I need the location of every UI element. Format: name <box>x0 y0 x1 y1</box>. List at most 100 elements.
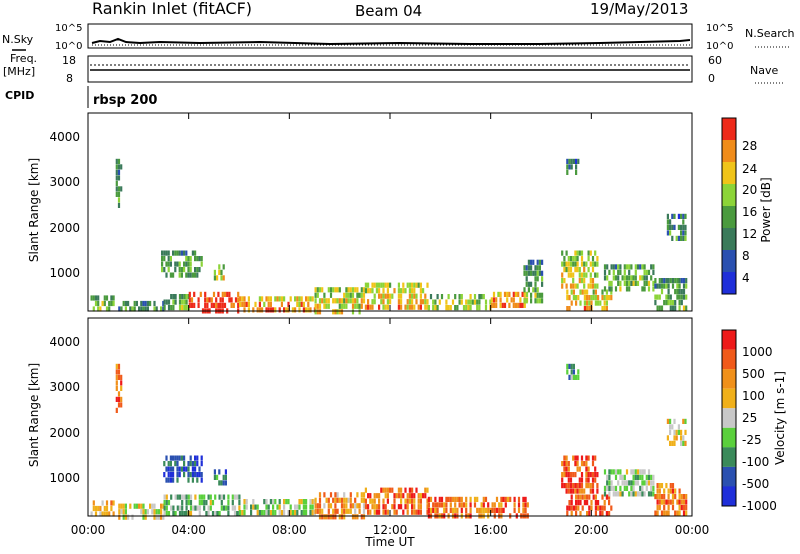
heatmap-cell <box>300 296 303 302</box>
heatmap-cell <box>323 303 326 309</box>
heatmap-cell <box>185 299 188 305</box>
heatmap-cell <box>389 487 392 493</box>
heatmap-cell <box>192 505 195 511</box>
heatmap-cell <box>197 297 200 303</box>
heatmap-cell <box>534 276 537 282</box>
heatmap-cell <box>482 507 485 513</box>
heatmap-cell <box>608 511 611 517</box>
heatmap-cell <box>227 505 230 511</box>
heatmap-cell <box>532 287 535 293</box>
heatmap-cell <box>570 158 573 164</box>
heatmap-cell <box>482 502 485 508</box>
heatmap-cell <box>120 503 123 509</box>
heatmap-cell <box>625 275 629 281</box>
heatmap-cell <box>589 278 592 284</box>
heatmap-cell <box>411 282 414 288</box>
heatmap-cell <box>237 302 240 308</box>
heatmap-cell <box>663 278 666 284</box>
heatmap-cell <box>198 256 201 262</box>
heatmap-cell <box>411 504 414 510</box>
heatmap-cell <box>536 265 539 271</box>
heatmap-cell <box>445 507 448 513</box>
heatmap-cell <box>180 272 183 278</box>
time-tick-label: 08:00 <box>272 523 307 537</box>
heatmap-cell <box>384 293 387 299</box>
heatmap-cell <box>645 485 648 491</box>
heatmap-cell <box>194 455 197 461</box>
heatmap-cell <box>340 503 344 509</box>
heatmap-cell <box>343 514 346 520</box>
heatmap-cell <box>218 469 221 475</box>
heatmap-cell <box>272 504 275 510</box>
heatmap-cell <box>575 169 578 175</box>
heatmap-cell <box>434 496 437 502</box>
heatmap-cell <box>512 297 515 303</box>
heatmap-cell <box>610 505 613 511</box>
heatmap-cell <box>526 502 529 508</box>
heatmap-cell <box>460 294 463 300</box>
heatmap-cell <box>656 483 659 489</box>
heatmap-cell <box>358 303 361 309</box>
heatmap-cell <box>682 505 686 511</box>
heatmap-cell <box>658 499 661 505</box>
heatmap-cell <box>334 298 337 304</box>
heatmap-cell <box>619 474 622 480</box>
heatmap-cell <box>349 298 352 304</box>
heatmap-cell <box>196 461 199 467</box>
heatmap-cell <box>367 282 370 288</box>
heatmap-cell <box>101 511 104 517</box>
heatmap-cell <box>594 283 597 289</box>
heatmap-cell <box>413 509 416 515</box>
heatmap-cell <box>658 494 661 500</box>
heatmap-cell <box>247 307 250 313</box>
heatmap-cell <box>354 508 357 514</box>
heatmap-cell <box>196 267 199 273</box>
heatmap-cell <box>660 483 664 489</box>
heatmap-cell <box>667 505 670 511</box>
heatmap-cell <box>436 305 439 311</box>
heatmap-cell <box>519 302 522 308</box>
heatmap-cell <box>521 302 524 308</box>
heatmap-cell <box>628 286 631 292</box>
velocity-cbar-tick-100: 100 <box>742 389 765 403</box>
heatmap-cell <box>566 164 569 170</box>
heatmap-cell <box>565 250 568 256</box>
velocity-cbar-tick-25: 25 <box>742 411 757 425</box>
heatmap-cell <box>663 283 666 289</box>
heatmap-cell <box>402 288 405 294</box>
heatmap-cell <box>482 496 485 502</box>
colorbar-swatch <box>722 427 736 448</box>
heatmap-cell <box>294 510 297 516</box>
heatmap-cell <box>360 514 363 520</box>
heatmap-cell <box>172 477 175 483</box>
heatmap-cell <box>478 305 481 311</box>
heatmap-cell <box>476 299 479 305</box>
heatmap-cell <box>575 300 578 306</box>
heatmap-cell <box>245 504 248 510</box>
heatmap-cell <box>258 301 261 307</box>
heatmap-cell <box>296 504 299 510</box>
velocity-colorbar: 1000 500 100 25 -25 -100 -500 -1000 Velo… <box>721 329 787 513</box>
heatmap-cell <box>647 269 651 275</box>
heatmap-cell <box>263 499 266 505</box>
heatmap-cell <box>183 455 186 461</box>
heatmap-cell <box>278 499 281 505</box>
heatmap-cell <box>146 300 149 307</box>
heatmap-cell <box>115 164 118 170</box>
heatmap-cell <box>563 466 566 472</box>
heatmap-cell <box>415 293 418 299</box>
heatmap-cell <box>632 280 635 286</box>
heatmap-cell <box>583 488 586 494</box>
heatmap-cell <box>634 275 637 281</box>
heatmap-cell <box>680 429 683 435</box>
heatmap-cell <box>155 514 158 520</box>
heatmap-cell <box>189 494 193 500</box>
heatmap-cell <box>469 299 472 305</box>
heatmap-cell <box>473 294 477 300</box>
heatmap-cell <box>120 402 123 408</box>
heatmap-cell <box>97 295 100 301</box>
heatmap-cell <box>222 264 225 270</box>
heatmap-cell <box>440 502 444 508</box>
heatmap-cell <box>585 472 588 478</box>
heatmap-cell <box>422 288 425 294</box>
